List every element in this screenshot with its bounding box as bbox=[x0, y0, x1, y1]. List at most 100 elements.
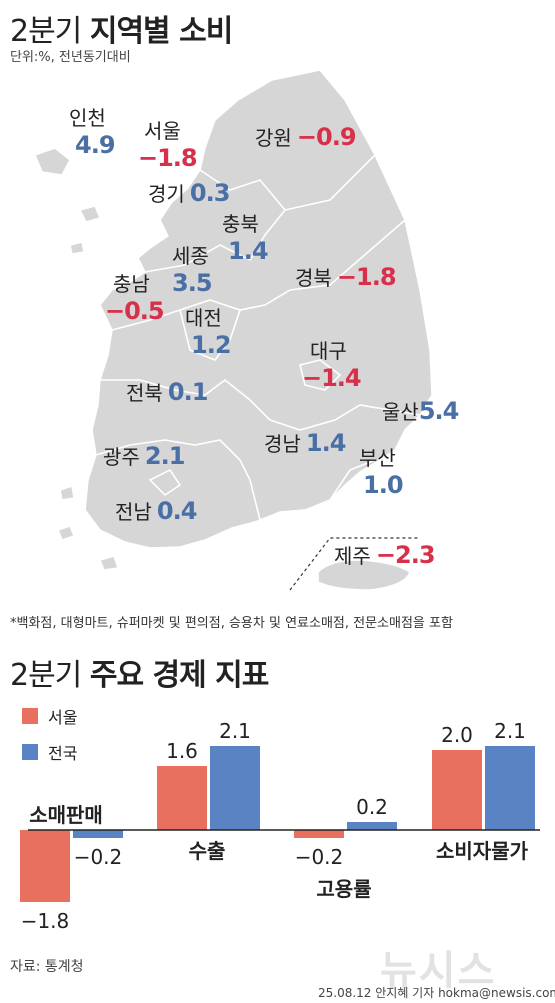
bar-national bbox=[210, 746, 260, 830]
region-name: 광주 bbox=[103, 445, 140, 469]
region-gangwon: 강원 −0.9 bbox=[255, 122, 357, 151]
region-name: 충남 bbox=[113, 272, 150, 296]
region-chungnam: 충남 −0.5 bbox=[105, 268, 165, 325]
island-shape bbox=[69, 241, 85, 255]
region-value: −1.8 bbox=[138, 144, 198, 172]
region-daegu: 대구 −1.4 bbox=[302, 335, 362, 392]
island-shape bbox=[78, 205, 102, 223]
region-seoul: 서울 −1.8 bbox=[138, 115, 198, 172]
region-name: 경기 bbox=[148, 182, 185, 206]
value-labels: −1.8 −0.2 1.6 2.1 −0.2 0.2 2.0 2.1 bbox=[21, 719, 526, 933]
island-shape bbox=[57, 525, 75, 541]
island-shape bbox=[98, 555, 119, 571]
region-name: 세종 bbox=[172, 244, 209, 268]
region-value: 1.4 bbox=[228, 237, 269, 265]
region-value: −2.3 bbox=[375, 541, 436, 569]
region-name: 제주 bbox=[334, 544, 371, 568]
region-value: 2.1 bbox=[144, 442, 186, 470]
title-main: 지역별 소비 bbox=[89, 14, 233, 49]
region-name: 강원 bbox=[255, 126, 292, 150]
bar-seoul bbox=[432, 750, 482, 830]
region-value: 0.1 bbox=[167, 378, 209, 406]
legend-swatch bbox=[22, 708, 38, 724]
region-value: 1.2 bbox=[191, 331, 232, 359]
bars bbox=[20, 746, 535, 902]
legend-label: 서울 bbox=[48, 708, 78, 727]
region-name: 서울 bbox=[144, 119, 181, 143]
region-gyeongnam: 경남 1.4 bbox=[264, 428, 347, 457]
mainland-shape bbox=[84, 69, 433, 549]
legend: 서울 전국 bbox=[22, 704, 77, 764]
region-gwangju: 광주 2.1 bbox=[103, 441, 186, 470]
incheon-islands-shape bbox=[34, 147, 71, 176]
region-name: 부산 bbox=[359, 446, 396, 470]
region-name: 대구 bbox=[310, 339, 347, 363]
bar-seoul bbox=[294, 830, 344, 838]
region-name: 울산 bbox=[382, 400, 419, 424]
bar-value-label: 2.1 bbox=[219, 719, 251, 743]
region-value: −1.4 bbox=[302, 364, 362, 392]
island-shape bbox=[59, 485, 75, 501]
bar-value-label: −0.2 bbox=[74, 845, 123, 869]
region-daejeon: 대전 1.2 bbox=[185, 302, 232, 359]
region-sejong: 세종 3.5 bbox=[172, 240, 213, 297]
region-ulsan: 울산5.4 bbox=[382, 396, 460, 425]
unit-label: 단위:%, 전년동기대비 bbox=[10, 50, 131, 65]
region-jeonbuk: 전북 0.1 bbox=[126, 377, 209, 406]
credit-line: 25.08.12 안지혜 기자 hokma@newsis.com bbox=[318, 986, 555, 1000]
region-incheon: 인천 4.9 bbox=[69, 102, 116, 159]
region-chungbuk: 충북 1.4 bbox=[222, 208, 269, 265]
region-value: 5.4 bbox=[418, 397, 460, 425]
region-value: 3.5 bbox=[172, 269, 213, 297]
region-jeju: 제주 −2.3 bbox=[334, 540, 436, 569]
region-value: 0.3 bbox=[189, 179, 231, 207]
bar-value-label: 2.0 bbox=[441, 723, 473, 747]
region-value: 0.4 bbox=[156, 497, 198, 525]
region-name: 대전 bbox=[185, 306, 222, 330]
source-label: 자료: 통계청 bbox=[10, 959, 84, 975]
bar-seoul bbox=[157, 766, 207, 830]
region-value: 1.4 bbox=[305, 429, 347, 457]
bar-value-label: 1.6 bbox=[166, 739, 198, 763]
region-name: 전남 bbox=[115, 500, 152, 524]
region-name: 충북 bbox=[222, 212, 259, 236]
legend-swatch bbox=[22, 744, 38, 760]
korea-map bbox=[34, 69, 433, 591]
legend-item-seoul: 서울 bbox=[22, 704, 77, 728]
region-gyeongbuk: 경북 −1.8 bbox=[295, 262, 397, 291]
region-name: 인천 bbox=[69, 106, 106, 130]
category-label: 소매판매 bbox=[29, 803, 103, 827]
region-value: −0.9 bbox=[296, 123, 357, 151]
bar-value-label: 2.1 bbox=[494, 719, 526, 743]
title-prefix: 2분기 bbox=[10, 658, 82, 693]
region-gyeonggi: 경기 0.3 bbox=[148, 178, 231, 207]
bar-value-label: −1.8 bbox=[21, 909, 70, 933]
legend-item-national: 전국 bbox=[22, 740, 77, 764]
bar-national bbox=[73, 830, 123, 838]
region-jeonnam: 전남 0.4 bbox=[115, 496, 198, 525]
region-name: 경남 bbox=[264, 432, 301, 456]
title-prefix: 2분기 bbox=[10, 14, 82, 49]
bar-seoul bbox=[20, 830, 70, 902]
region-value: 4.9 bbox=[75, 131, 116, 159]
page-title: 2분기 지역별 소비 bbox=[10, 6, 233, 50]
category-label: 수출 bbox=[189, 839, 226, 863]
bar-national bbox=[347, 822, 397, 830]
bar-national bbox=[485, 746, 535, 830]
category-label: 소비자물가 bbox=[436, 839, 529, 863]
region-name: 경북 bbox=[295, 266, 332, 290]
indicators-title: 2분기 주요 경제 지표 bbox=[10, 650, 269, 694]
footnote: *백화점, 대형마트, 슈퍼마켓 및 편의점, 승용차 및 연료소매점, 전문소… bbox=[10, 616, 453, 631]
title-main: 주요 경제 지표 bbox=[89, 658, 269, 693]
watermark: 뉴시스 bbox=[380, 948, 497, 994]
province-borders bbox=[95, 154, 421, 521]
category-label: 고용률 bbox=[316, 877, 371, 901]
region-value: −0.5 bbox=[105, 297, 165, 325]
bar-value-label: −0.2 bbox=[295, 845, 344, 869]
bar-value-label: 0.2 bbox=[356, 795, 388, 819]
legend-label: 전국 bbox=[48, 744, 78, 763]
region-busan: 부산 1.0 bbox=[359, 442, 404, 499]
region-value: 1.0 bbox=[363, 471, 404, 499]
